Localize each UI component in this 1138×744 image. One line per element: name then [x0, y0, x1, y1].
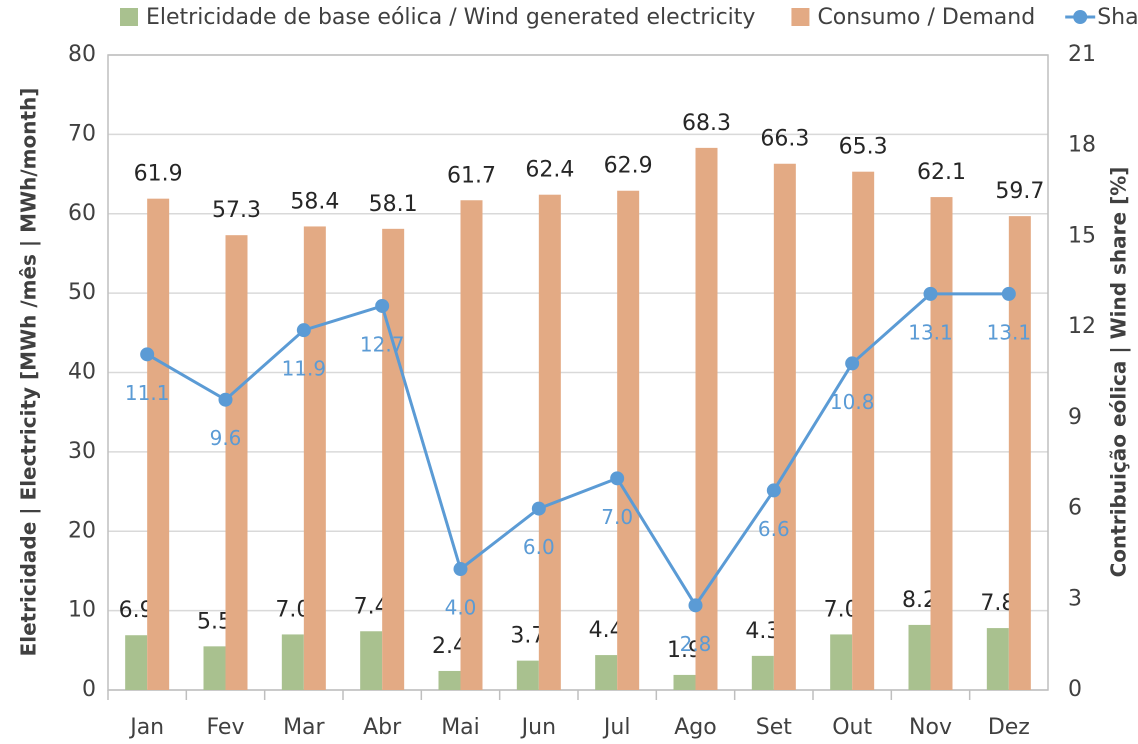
share-value-label: 2.8: [680, 632, 712, 656]
legend-swatch: [120, 8, 138, 26]
share-marker: [923, 286, 938, 301]
x-tick-label: Out: [832, 715, 872, 740]
y2-axis-label: Contribuição eólica | Wind share [%]: [1107, 167, 1131, 578]
x-tick-label: Fev: [206, 715, 244, 740]
share-value-label: 7.0: [601, 505, 633, 529]
bar-value-label: 62.9: [604, 154, 653, 179]
y2-tick-label: 9: [1068, 405, 1082, 430]
share-value-label: 11.9: [282, 357, 327, 381]
share-value-label: 12.7: [360, 332, 405, 356]
share-value-label: 6.0: [523, 535, 555, 559]
bar: [203, 646, 226, 690]
share-marker: [766, 483, 781, 498]
y-tick-label: 40: [68, 360, 96, 385]
y-tick-label: 60: [68, 201, 96, 226]
share-marker: [1001, 286, 1016, 301]
bar-value-label: 59.7: [995, 179, 1044, 204]
share-value-label: 13.1: [987, 320, 1032, 344]
bar: [852, 171, 875, 690]
bar-value-label: 66.3: [760, 127, 809, 152]
x-tick-label: Ago: [674, 715, 716, 740]
y-tick-label: 20: [68, 518, 96, 543]
bar: [225, 235, 248, 690]
bar: [908, 624, 931, 690]
y2-tick-label: 18: [1068, 133, 1096, 158]
share-marker: [453, 562, 468, 577]
share-marker: [688, 598, 703, 613]
legend-swatch: [791, 8, 810, 26]
bar: [695, 147, 718, 690]
share-marker: [610, 471, 625, 486]
x-tick-label: Abr: [363, 715, 402, 740]
share-marker: [531, 501, 546, 516]
bar-value-label: 61.7: [447, 163, 496, 188]
x-tick-label: Jun: [520, 715, 556, 740]
legend-label: Eletricidade de base eólica / Wind gener…: [146, 5, 755, 30]
y2-tick-label: 15: [1068, 223, 1096, 248]
share-value-label: 4.0: [445, 596, 477, 620]
bar: [538, 194, 561, 690]
bar-value-label: 58.4: [290, 189, 339, 214]
bar: [382, 228, 405, 691]
bar-value-label: 65.3: [839, 135, 888, 160]
share-marker: [218, 392, 233, 407]
bar: [617, 190, 640, 690]
bar: [751, 655, 774, 690]
bar: [930, 197, 953, 691]
x-tick-label: Mar: [283, 715, 325, 740]
bar-value-label: 62.1: [917, 160, 966, 185]
bar: [516, 660, 539, 690]
x-tick-label: Dez: [988, 715, 1030, 740]
x-tick-label: Jul: [602, 715, 631, 740]
legend-marker: [1073, 10, 1088, 24]
bar-value-label: 61.9: [134, 162, 183, 187]
share-marker: [140, 347, 155, 362]
y-axis-label: Eletricidade | Electricity [MWh /mês | M…: [17, 88, 41, 657]
y-tick-label: 10: [68, 598, 96, 623]
x-tick-label: Jan: [128, 715, 164, 740]
bar: [147, 198, 170, 690]
share-value-label: 6.6: [758, 517, 790, 541]
y2-tick-label: 6: [1068, 496, 1082, 521]
share-marker: [296, 323, 311, 338]
bar: [303, 226, 326, 690]
x-tick-label: Set: [756, 715, 793, 740]
bar-value-label: 58.1: [369, 192, 418, 217]
bar-value-label: 57.3: [212, 198, 261, 223]
y-tick-label: 30: [68, 439, 96, 464]
bar: [125, 635, 148, 690]
y-tick-label: 0: [82, 677, 96, 702]
x-tick-label: Mai: [441, 715, 480, 740]
y-tick-label: 70: [68, 121, 96, 146]
bar: [1008, 216, 1031, 690]
bar: [830, 634, 853, 690]
share-marker: [845, 356, 860, 371]
legend-label: Share: [1097, 5, 1138, 30]
share-marker: [375, 298, 390, 313]
y-tick-label: 50: [68, 280, 96, 305]
bar: [673, 674, 696, 690]
y2-tick-label: 0: [1068, 677, 1082, 702]
bar: [595, 655, 618, 690]
share-value-label: 13.1: [908, 320, 953, 344]
share-line: [146, 292, 1009, 609]
bar-value-label: 68.3: [682, 111, 731, 136]
y2-tick-label: 21: [1068, 42, 1096, 67]
y-tick-label: 80: [68, 42, 96, 67]
bar: [360, 631, 383, 690]
y2-tick-label: 12: [1068, 314, 1096, 339]
bar: [773, 163, 796, 690]
share-value-label: 10.8: [830, 390, 875, 414]
legend-label: Consumo / Demand: [817, 5, 1035, 30]
bar: [986, 628, 1009, 690]
x-tick-label: Nov: [909, 715, 952, 740]
bar-value-label: 62.4: [525, 158, 574, 183]
bar: [281, 634, 304, 690]
y2-tick-label: 3: [1068, 586, 1082, 611]
share-value-label: 9.6: [210, 426, 242, 450]
bar: [438, 670, 461, 690]
share-value-label: 11.1: [125, 381, 170, 405]
